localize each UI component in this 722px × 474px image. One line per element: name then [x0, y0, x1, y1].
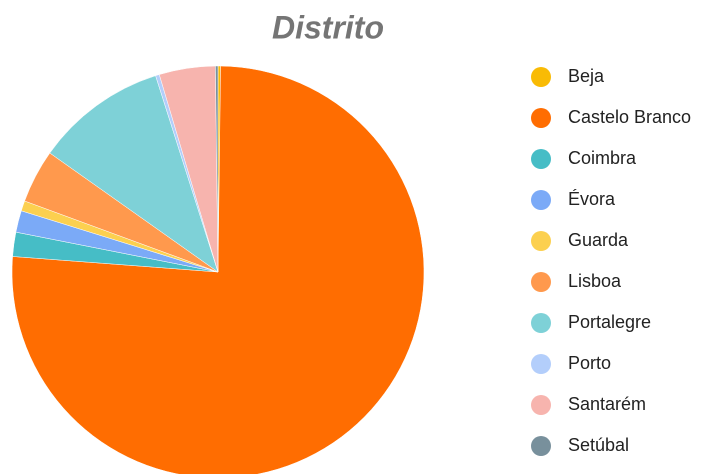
legend-swatch: [531, 67, 551, 87]
legend-label: Castelo Branco: [568, 107, 691, 127]
chart-title: Distrito: [272, 9, 384, 45]
legend-label: Portalegre: [568, 312, 651, 332]
legend-label: Santarém: [568, 394, 646, 414]
legend-label: Porto: [568, 353, 611, 373]
legend-swatch: [531, 272, 551, 292]
legend-label: Lisboa: [568, 271, 622, 291]
legend-label: Guarda: [568, 230, 629, 250]
legend-swatch: [531, 190, 551, 210]
legend-swatch: [531, 354, 551, 374]
legend-swatch: [531, 231, 551, 251]
legend-swatch: [531, 149, 551, 169]
legend-swatch: [531, 313, 551, 333]
pie-slice: [215, 65, 219, 273]
legend-label: Évora: [568, 189, 616, 209]
pie-slice: [11, 65, 425, 474]
legend-swatch: [531, 395, 551, 415]
legend-label: Coimbra: [568, 148, 637, 168]
legend-swatch: [531, 108, 551, 128]
legend-label: Beja: [568, 66, 605, 86]
legend-swatch: [531, 436, 551, 456]
pie-slice: [49, 75, 219, 273]
legend-label: Setúbal: [568, 435, 629, 455]
